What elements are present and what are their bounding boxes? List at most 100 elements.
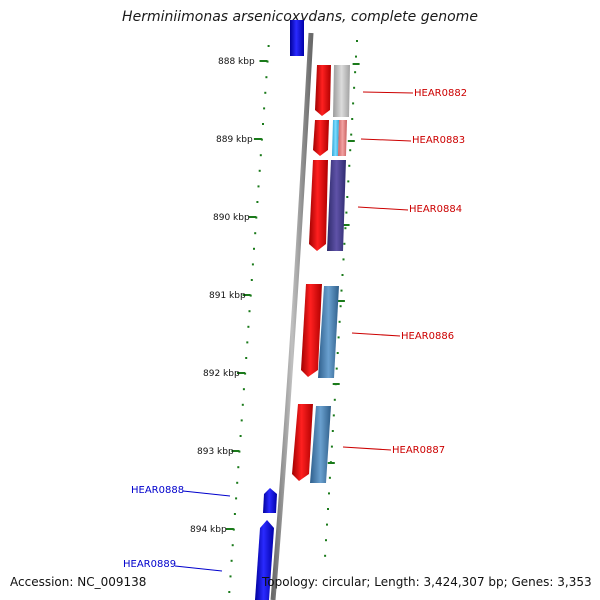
gene-HEAR0883-feature[interactable] (313, 120, 329, 156)
ruler-label-892: 892 kbp (203, 369, 240, 379)
track-dot (325, 539, 327, 542)
track-dot (330, 445, 333, 448)
gene-HEAR0887-feature[interactable] (292, 404, 313, 481)
ruler-label-888: 888 kbp (218, 57, 255, 67)
ruler-dot (233, 513, 236, 515)
gene-label-HEAR0886[interactable]: HEAR0886 (401, 331, 454, 342)
track-dot (328, 476, 331, 479)
ruler-dot (257, 185, 260, 188)
track-dot (347, 180, 350, 183)
ruler-dot (244, 372, 247, 375)
ruler-dot (247, 325, 250, 328)
ruler-track (228, 45, 270, 593)
ruler-major-tick (248, 216, 257, 218)
reverse-gene-top[interactable] (290, 20, 304, 56)
track-dot (353, 86, 356, 89)
ruler-label-894: 894 kbp (190, 525, 227, 535)
ruler-major-tick (237, 372, 245, 374)
genome-summary-text: Topology: circular; Length: 3,424,307 bp… (262, 575, 592, 589)
ruler-dot (237, 466, 240, 469)
ruler-dot (258, 169, 261, 172)
gene-label-HEAR0888[interactable]: HEAR0888 (131, 485, 184, 496)
track-dot (345, 211, 348, 214)
ruler-major-tick (225, 528, 234, 530)
gene-HEAR0886-feature[interactable] (301, 284, 322, 377)
gene-HEAR0884-feature[interactable] (309, 160, 328, 251)
track-tick (342, 224, 350, 226)
track-dot (339, 305, 342, 308)
leader-line-HEAR0886 (351, 332, 401, 337)
ruler-dot (254, 232, 257, 235)
track-tick (347, 140, 355, 142)
track-dot (328, 492, 330, 495)
ruler-dot (264, 91, 267, 94)
track-tick (352, 63, 360, 65)
track-dot (351, 118, 354, 120)
leader-line-HEAR0883 (360, 138, 412, 142)
ruler-label-893: 893 kbp (197, 447, 234, 457)
accession-text: Accession: NC_009138 (10, 575, 147, 589)
genome-title: Herminiimonas arsenicoxydans, complete g… (122, 9, 478, 25)
ruler-dot (239, 435, 242, 437)
track-dot (348, 164, 351, 167)
track-dot (333, 398, 336, 401)
gene-HEAR0888-feature[interactable] (263, 488, 277, 513)
track-dot (332, 414, 335, 417)
track-tick (332, 383, 340, 385)
track-tick (327, 462, 335, 464)
gene-HEAR0889-feature[interactable] (255, 520, 274, 600)
ruler-label-889: 889 kbp (216, 135, 253, 145)
track-dot (341, 274, 344, 276)
track-dot (338, 320, 341, 323)
track-tick (337, 300, 345, 302)
track-dot (324, 554, 327, 557)
gene-label-HEAR0882[interactable]: HEAR0882 (414, 88, 467, 99)
ruler-major-tick (242, 294, 251, 296)
leader-line-HEAR0887 (342, 446, 392, 451)
gene-label-HEAR0889[interactable]: HEAR0889 (123, 559, 176, 570)
track-dot (343, 242, 346, 245)
ruler-dot (248, 310, 251, 313)
track-dot (326, 523, 328, 526)
track-dot (346, 196, 349, 198)
gene-label-HEAR0883[interactable]: HEAR0883 (412, 135, 465, 146)
function-bar-HEAR0884 (327, 160, 346, 251)
track-dot (356, 40, 358, 42)
leader-line-HEAR0889 (174, 565, 223, 572)
ruler-dot (251, 263, 254, 266)
gene-HEAR0882-feature[interactable] (315, 65, 331, 116)
function-bar-HEAR0886 (318, 286, 339, 378)
ruler-major-tick (253, 138, 262, 140)
ruler-dot (263, 107, 266, 110)
track-dot (337, 336, 340, 339)
function-bar-HEAR0883-a (332, 120, 339, 156)
ruler-dot (240, 419, 243, 422)
ruler-label-890: 890 kbp (213, 213, 250, 223)
track-dot (349, 149, 352, 152)
gene-label-HEAR0884[interactable]: HEAR0884 (409, 204, 462, 215)
leader-line-HEAR0882 (362, 91, 414, 94)
track-dot (352, 102, 355, 105)
ruler-dot (267, 45, 270, 47)
genome-backbone (270, 32, 314, 600)
function-bar-HEAR0883-b (338, 120, 347, 156)
ruler-dot (230, 559, 233, 562)
track-dot (354, 71, 357, 74)
track-dot (327, 508, 329, 510)
track-dot (336, 352, 339, 354)
ruler-major-tick (231, 450, 240, 452)
track-dot (331, 430, 334, 432)
track-dot (350, 133, 353, 136)
ruler-dot (235, 497, 238, 500)
track-dot (344, 227, 347, 230)
ruler-dot (262, 123, 264, 125)
ruler-dot (245, 357, 248, 359)
ruler-label-891: 891 kbp (209, 291, 246, 301)
ruler-dot (228, 591, 231, 593)
track-dot (342, 258, 345, 261)
ruler-dot (231, 544, 234, 547)
gene-label-HEAR0887[interactable]: HEAR0887 (392, 445, 445, 456)
function-bar-HEAR0882 (333, 65, 350, 117)
